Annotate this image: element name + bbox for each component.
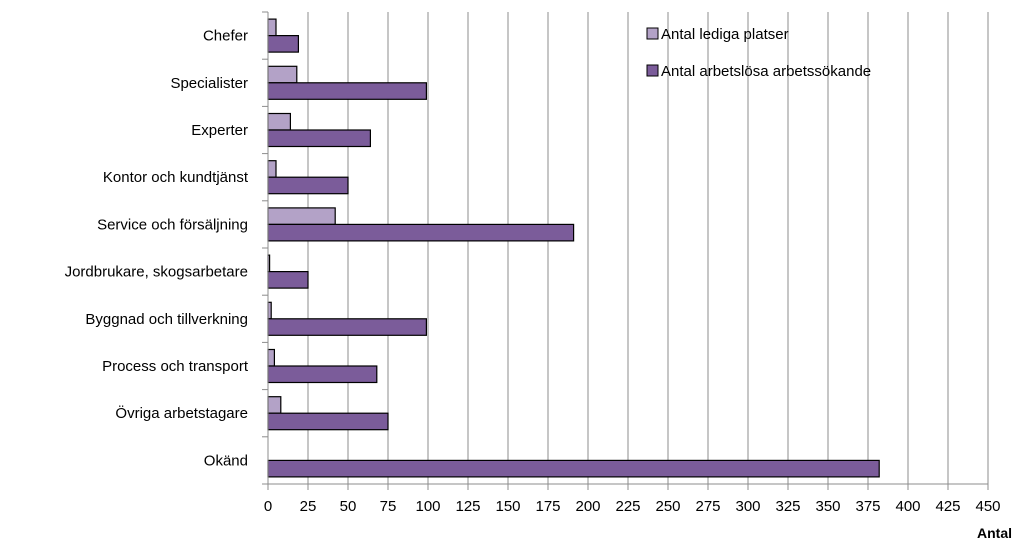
category-label: Specialister [170,75,248,92]
category-label: Process och transport [102,358,249,375]
x-tick-label: 400 [895,498,920,515]
x-tick-label: 0 [264,498,272,515]
x-tick-label: 150 [495,498,520,515]
legend-swatch [646,64,659,77]
x-tick-label: 275 [695,498,720,515]
bars [267,18,880,478]
bar-lediga-platser [267,18,277,37]
x-tick-label: 25 [300,498,317,515]
x-tick-label: 375 [855,498,880,515]
x-tick-label: 50 [340,498,357,515]
x-tick-label: 250 [655,498,680,515]
bar-arbetslosa [267,318,427,336]
bar-lediga-platser [267,396,282,414]
bar-lediga-platser [267,160,277,178]
x-tick-label: 325 [775,498,800,515]
bar-arbetslosa [267,365,378,384]
category-label: Okänd [204,452,248,469]
category-label: Jordbrukare, skogsarbetare [65,264,248,281]
x-tick-label: 200 [575,498,600,515]
x-tick-label: 75 [380,498,397,515]
bar-lediga-platser [267,65,298,84]
x-tick-label: 100 [415,498,440,515]
category-label: Övriga arbetstagare [115,404,248,422]
bar-lediga-platser [267,207,336,225]
axes [262,11,989,490]
x-tick-label: 425 [935,498,960,515]
bar-arbetslosa [267,176,349,195]
category-label: Byggnad och tillverkning [85,311,248,328]
x-tick-label: 225 [615,498,640,515]
x-tick-label: 175 [535,498,560,515]
legend-label: Antal lediga platser [661,26,789,43]
legend: Antal lediga platser Antal arbetslösa arb… [646,26,871,80]
legend-swatch [646,27,659,40]
bar-arbetslosa [267,129,372,148]
bar-arbetslosa [267,34,299,53]
category-label: Kontor och kundtjänst [103,169,249,186]
bar-arbetslosa [267,223,575,242]
category-label: Service och försäljning [97,216,248,233]
x-tick-label: 350 [815,498,840,515]
bar-lediga-platser [267,348,276,367]
bar-lediga-platser [267,112,291,131]
x-tick-labels: 0 25 50 75 100 125 150 175 200 225 250 275 300 325 350… [264,498,1001,515]
category-label: Experter [191,122,248,139]
bar-arbetslosa [267,459,880,478]
bar-arbetslosa [267,412,389,431]
legend-label: Antal arbetslösa arbetssökande [661,63,871,80]
gridlines [307,12,989,484]
category-label: Chefer [203,28,248,45]
x-tick-label: 300 [735,498,760,515]
bar-arbetslosa [267,82,427,100]
x-tick-label: 450 [975,498,1000,515]
x-tick-label: 125 [455,498,480,515]
bar-arbetslosa [267,271,309,289]
x-axis-title: Antal [977,525,1012,541]
category-labels: Chefer Specialister Experter Kontor och kun… [65,28,249,470]
